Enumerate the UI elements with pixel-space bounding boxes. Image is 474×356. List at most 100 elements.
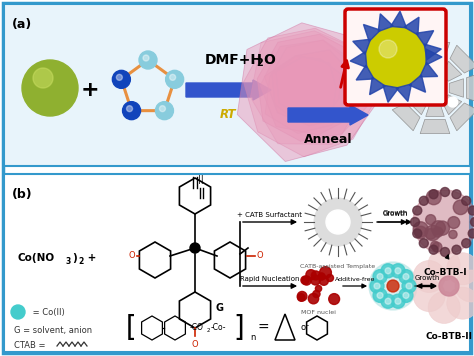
Polygon shape bbox=[409, 75, 426, 92]
Circle shape bbox=[315, 286, 322, 292]
Circle shape bbox=[370, 279, 384, 293]
Polygon shape bbox=[420, 62, 438, 77]
FancyArrow shape bbox=[288, 105, 368, 125]
Text: -Co-: -Co- bbox=[211, 324, 227, 333]
Polygon shape bbox=[442, 61, 462, 81]
Circle shape bbox=[429, 245, 438, 254]
Circle shape bbox=[426, 215, 436, 225]
Polygon shape bbox=[250, 31, 368, 145]
Circle shape bbox=[329, 294, 339, 304]
FancyBboxPatch shape bbox=[4, 174, 470, 352]
Text: ||: || bbox=[198, 175, 204, 184]
Circle shape bbox=[426, 229, 436, 239]
Circle shape bbox=[318, 273, 325, 280]
Text: = Co(II): = Co(II) bbox=[30, 308, 65, 316]
Circle shape bbox=[413, 222, 428, 237]
Circle shape bbox=[366, 27, 426, 87]
Circle shape bbox=[379, 40, 397, 58]
Circle shape bbox=[428, 292, 460, 324]
Text: ]: ] bbox=[232, 314, 248, 342]
Circle shape bbox=[440, 188, 449, 197]
Circle shape bbox=[327, 274, 334, 282]
Circle shape bbox=[385, 298, 391, 304]
Circle shape bbox=[387, 280, 399, 292]
Circle shape bbox=[11, 305, 25, 319]
Circle shape bbox=[447, 97, 458, 107]
Circle shape bbox=[399, 269, 413, 284]
Circle shape bbox=[112, 70, 130, 88]
Circle shape bbox=[462, 196, 471, 205]
Polygon shape bbox=[442, 95, 462, 115]
Text: G = solvent, anion: G = solvent, anion bbox=[14, 325, 92, 335]
Polygon shape bbox=[449, 79, 464, 97]
Circle shape bbox=[308, 293, 319, 304]
Circle shape bbox=[298, 294, 305, 301]
Text: Growth: Growth bbox=[383, 210, 408, 216]
Polygon shape bbox=[260, 40, 362, 135]
Circle shape bbox=[428, 92, 438, 102]
Polygon shape bbox=[364, 25, 381, 41]
Circle shape bbox=[306, 270, 316, 280]
Circle shape bbox=[117, 74, 122, 80]
Text: +: + bbox=[84, 253, 96, 263]
Text: O: O bbox=[191, 340, 198, 349]
Polygon shape bbox=[392, 45, 420, 73]
Circle shape bbox=[155, 102, 173, 120]
Circle shape bbox=[319, 276, 328, 285]
Circle shape bbox=[419, 239, 428, 248]
Circle shape bbox=[447, 287, 474, 319]
Circle shape bbox=[311, 275, 320, 285]
Polygon shape bbox=[378, 14, 393, 32]
Circle shape bbox=[413, 279, 445, 312]
Text: ): ) bbox=[72, 253, 77, 263]
Polygon shape bbox=[408, 61, 428, 81]
Circle shape bbox=[381, 264, 395, 278]
Polygon shape bbox=[370, 77, 385, 95]
Text: (a): (a) bbox=[12, 18, 32, 31]
Circle shape bbox=[449, 230, 457, 239]
Circle shape bbox=[402, 279, 416, 293]
Circle shape bbox=[433, 227, 443, 237]
Text: +: + bbox=[81, 80, 100, 100]
Text: (b): (b) bbox=[12, 188, 33, 201]
Text: Anneal: Anneal bbox=[304, 133, 352, 146]
Circle shape bbox=[447, 253, 474, 285]
Text: =: = bbox=[258, 321, 270, 335]
Circle shape bbox=[415, 226, 427, 239]
Circle shape bbox=[297, 292, 307, 301]
Polygon shape bbox=[391, 11, 407, 28]
Circle shape bbox=[413, 190, 474, 254]
Polygon shape bbox=[276, 57, 336, 118]
Text: O: O bbox=[128, 251, 135, 261]
Circle shape bbox=[417, 64, 427, 74]
Text: 2: 2 bbox=[78, 257, 83, 266]
Circle shape bbox=[403, 274, 409, 279]
Circle shape bbox=[373, 269, 387, 284]
Polygon shape bbox=[264, 50, 356, 126]
Polygon shape bbox=[392, 103, 420, 131]
Polygon shape bbox=[408, 95, 428, 115]
Circle shape bbox=[385, 268, 391, 274]
Polygon shape bbox=[420, 119, 450, 134]
Circle shape bbox=[33, 68, 53, 88]
Circle shape bbox=[452, 245, 461, 254]
Polygon shape bbox=[404, 17, 419, 35]
FancyBboxPatch shape bbox=[4, 4, 470, 166]
Text: RT: RT bbox=[220, 108, 236, 121]
Circle shape bbox=[427, 83, 437, 93]
Circle shape bbox=[413, 229, 422, 238]
Polygon shape bbox=[389, 73, 404, 103]
Circle shape bbox=[313, 290, 320, 298]
Polygon shape bbox=[244, 28, 379, 157]
Circle shape bbox=[143, 55, 149, 61]
Circle shape bbox=[468, 229, 474, 238]
Circle shape bbox=[377, 292, 383, 298]
Circle shape bbox=[462, 239, 471, 248]
Text: n: n bbox=[250, 334, 255, 342]
Circle shape bbox=[302, 276, 311, 285]
Circle shape bbox=[431, 221, 446, 235]
FancyBboxPatch shape bbox=[3, 3, 471, 353]
Circle shape bbox=[190, 243, 200, 253]
Circle shape bbox=[159, 106, 165, 112]
Circle shape bbox=[395, 298, 401, 304]
